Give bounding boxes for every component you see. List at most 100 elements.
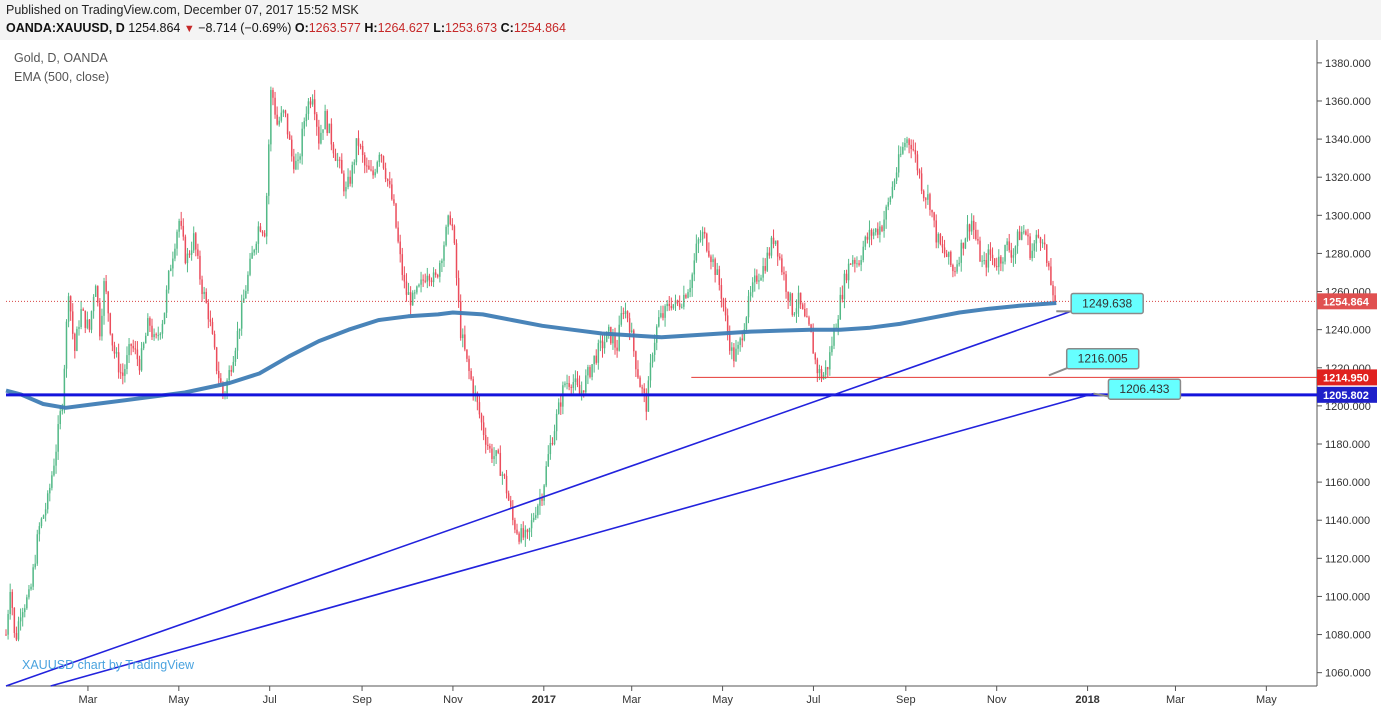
candle-body <box>15 632 18 640</box>
candle-body <box>643 388 645 393</box>
candle-body <box>547 454 550 467</box>
candle-body <box>207 302 210 320</box>
candle-body <box>991 254 994 259</box>
candle-body <box>1018 231 1021 240</box>
candle-body <box>555 413 558 432</box>
candle-body <box>1006 241 1008 246</box>
candle-body <box>918 170 921 174</box>
candle-body <box>829 352 831 370</box>
candle-body <box>962 242 965 249</box>
candle-body <box>182 225 185 237</box>
candle-body <box>808 317 810 325</box>
candle-body <box>514 520 516 530</box>
candle-body <box>695 243 698 261</box>
candle-body <box>881 226 883 232</box>
candle-body <box>925 198 927 200</box>
candle-body <box>883 219 885 232</box>
candle-body <box>535 515 537 518</box>
candle-body <box>46 493 49 510</box>
candle-body <box>447 215 449 227</box>
candle-body <box>947 251 950 257</box>
candle-body <box>1048 262 1050 267</box>
candle-body <box>662 313 664 318</box>
candle-body <box>820 368 823 380</box>
candle-body <box>416 286 418 293</box>
candle-body <box>78 327 80 329</box>
candle-body <box>97 286 99 303</box>
time-tick-label: Nov <box>443 694 463 706</box>
candle-body <box>487 444 489 446</box>
time-tick-label: Mar <box>78 694 97 706</box>
candle-body <box>109 313 112 334</box>
candle-body <box>489 445 491 449</box>
callout-box <box>1070 292 1144 315</box>
time-tick-label: May <box>1256 694 1277 706</box>
candle-body <box>975 229 977 239</box>
candle-body <box>837 319 839 328</box>
candle-body <box>543 485 545 501</box>
candle-body <box>637 369 639 378</box>
candle-body <box>355 138 358 163</box>
candle-body <box>793 313 796 315</box>
candle-body <box>528 528 531 533</box>
candle-body <box>428 275 431 281</box>
candle-body <box>234 350 237 362</box>
candle-body <box>284 110 287 114</box>
candle-body <box>426 275 429 282</box>
candle-body <box>484 435 487 445</box>
candle-body <box>641 387 643 389</box>
candle-body <box>422 279 424 281</box>
candle-body <box>155 334 157 336</box>
price-chart[interactable]: 1060.000 1080.000 1100.000 1120.000 1140.000… <box>0 40 1381 712</box>
candle-body <box>286 113 289 135</box>
candle-body <box>466 349 468 359</box>
candle-body <box>649 362 652 381</box>
candle-body <box>847 263 850 281</box>
candle-body <box>274 97 276 115</box>
candle-body <box>593 355 595 365</box>
candle-body <box>620 313 623 325</box>
candle-body <box>349 176 351 184</box>
published-line: Published on TradingView.com, December 0… <box>6 3 359 17</box>
candle-body <box>366 165 368 167</box>
candle-body <box>906 139 908 143</box>
candle-body <box>908 139 910 145</box>
price-tick-label: 1140.000 <box>1325 515 1370 527</box>
callout-label-1216.005: 1216.005 <box>1078 352 1128 366</box>
candle-body <box>697 239 700 244</box>
candle-body <box>353 162 356 165</box>
candle-body <box>845 273 848 281</box>
time-tick-label: Sep <box>896 694 916 706</box>
candle-body <box>151 325 153 338</box>
candle-body <box>203 291 205 295</box>
candle-body <box>731 347 733 351</box>
candle-body <box>434 272 437 275</box>
candle-body <box>691 274 693 288</box>
candle-body <box>520 528 522 542</box>
candle-body <box>776 240 779 257</box>
watermark[interactable]: XAUUSD chart by TradingView <box>22 658 195 672</box>
candle-body <box>190 250 193 255</box>
candle-body <box>74 333 76 351</box>
candle-body <box>945 253 948 257</box>
candle-body <box>238 328 241 331</box>
candle-body <box>215 347 218 371</box>
candle-body <box>391 184 393 200</box>
candle-body <box>849 263 852 265</box>
candle-body <box>282 110 285 113</box>
candle-body <box>505 475 508 494</box>
candle-body <box>311 99 314 105</box>
candle-body <box>597 343 600 363</box>
candle-body <box>939 233 942 245</box>
price-tick-label: 1120.000 <box>1325 553 1370 565</box>
candle-body <box>49 487 51 494</box>
candle-body <box>683 294 685 307</box>
open-label: O: <box>294 21 309 35</box>
candle-body <box>495 450 497 457</box>
candle-body <box>758 280 760 282</box>
legend-title: Gold, D, OANDA <box>14 51 108 65</box>
candle-body <box>720 285 723 299</box>
candle-body <box>726 315 729 333</box>
price-tick-label: 1180.000 <box>1325 439 1370 451</box>
candle-body <box>526 529 529 533</box>
